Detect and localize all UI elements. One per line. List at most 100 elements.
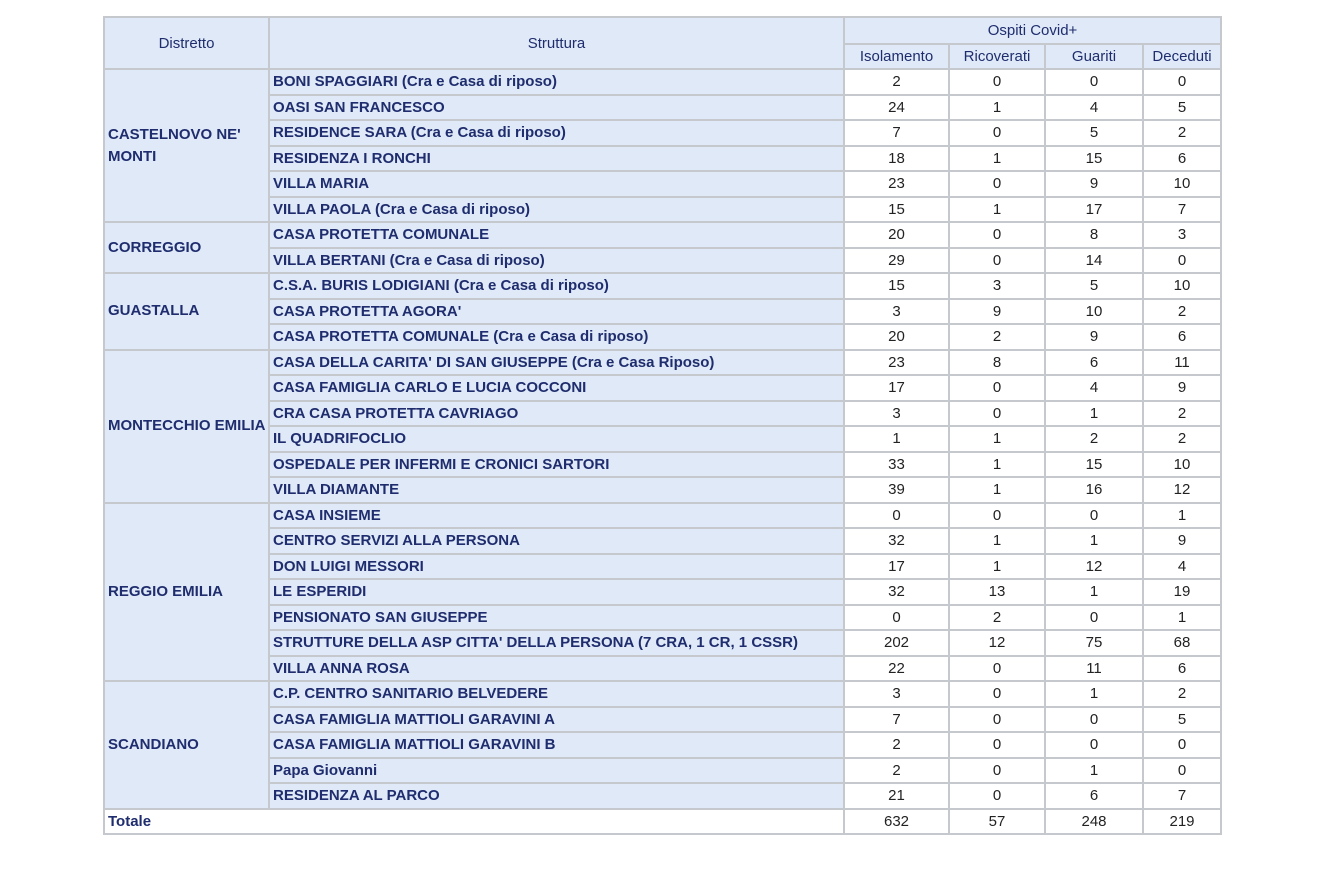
isolamento-cell: 17: [843, 552, 950, 580]
guariti-cell: 10: [1044, 297, 1144, 325]
ricoverati-cell: 0: [948, 170, 1046, 198]
table-row: CORREGGIO CASA PROTETTA COMUNALE 20 0 8 3: [103, 221, 1222, 274]
isolamento-cell: 15: [843, 195, 950, 223]
isolamento-cell: 18: [843, 144, 950, 172]
deceduti-cell: 2: [1142, 680, 1222, 708]
struttura-cell: CASA INSIEME: [268, 501, 845, 529]
struttura-cell: CENTRO SERVIZI ALLA PERSONA: [268, 527, 845, 555]
struttura-cell: VILLA ANNA ROSA: [268, 654, 845, 682]
district-cell: REGGIO EMILIA: [103, 501, 270, 682]
deceduti-cell: 2: [1142, 425, 1222, 453]
deceduti-cell: 3: [1142, 221, 1222, 249]
table-row: LE ESPERIDI 32 13 1 19: [104, 578, 1222, 606]
guariti-cell: 1: [1044, 527, 1144, 555]
guariti-cell: 4: [1044, 374, 1144, 402]
isolamento-cell: 29: [843, 246, 950, 274]
table-row: PENSIONATO SAN GIUSEPPE 0 2 0 1: [104, 603, 1222, 631]
isolamento-cell: 32: [843, 578, 950, 606]
guariti-cell: 0: [1044, 705, 1144, 733]
ricoverati-cell: 0: [948, 756, 1046, 784]
struttura-cell: C.S.A. BURIS LODIGIANI (Cra e Casa di ri…: [268, 272, 845, 300]
total-ricoverati: 57: [948, 807, 1046, 835]
ricoverati-cell: 1: [948, 93, 1046, 121]
guariti-cell: 1: [1044, 578, 1144, 606]
deceduti-cell: 1: [1142, 501, 1222, 529]
deceduti-cell: 9: [1142, 374, 1222, 402]
struttura-cell: PENSIONATO SAN GIUSEPPE: [268, 603, 845, 631]
isolamento-cell: 23: [843, 170, 950, 198]
isolamento-cell: 3: [843, 297, 950, 325]
deceduti-cell: 4: [1142, 552, 1222, 580]
struttura-cell: VILLA DIAMANTE: [268, 476, 845, 504]
header-group-ospiti-covid: Ospiti Covid+: [843, 16, 1222, 45]
ricoverati-cell: 0: [948, 68, 1046, 96]
deceduti-cell: 2: [1142, 119, 1222, 147]
deceduti-cell: 10: [1142, 170, 1222, 198]
deceduti-cell: 10: [1142, 450, 1222, 478]
table-row: MONTECCHIO EMILIA CASA DELLA CARITA' DI S…: [103, 348, 1222, 504]
table-row: VILLA DIAMANTE 39 1 16 12: [104, 476, 1222, 504]
struttura-cell: OASI SAN FRANCESCO: [268, 93, 845, 121]
struttura-cell: LE ESPERIDI: [268, 578, 845, 606]
district-cell: GUASTALLA: [103, 272, 270, 351]
isolamento-cell: 2: [843, 68, 950, 96]
struttura-cell: VILLA BERTANI (Cra e Casa di riposo): [268, 246, 845, 274]
ricoverati-cell: 0: [948, 705, 1046, 733]
header-guariti: Guariti: [1044, 43, 1144, 70]
ricoverati-cell: 3: [948, 272, 1046, 300]
deceduti-cell: 6: [1142, 654, 1222, 682]
guariti-cell: 75: [1044, 629, 1144, 657]
ricoverati-cell: 2: [948, 603, 1046, 631]
total-deceduti: 219: [1142, 807, 1222, 835]
guariti-cell: 4: [1044, 93, 1144, 121]
guariti-cell: 2: [1044, 425, 1144, 453]
struttura-cell: RESIDENZA I RONCHI: [268, 144, 845, 172]
isolamento-cell: 20: [843, 221, 950, 249]
table-row: CRA CASA PROTETTA CAVRIAGO 3 0 1 2: [104, 399, 1222, 427]
table-row: CASA PROTETTA AGORA' 3 9 10 2: [104, 297, 1222, 325]
guariti-cell: 0: [1044, 603, 1144, 631]
ricoverati-cell: 12: [948, 629, 1046, 657]
table-row: RESIDENCE SARA (Cra e Casa di riposo) 7 0 5…: [104, 119, 1222, 147]
struttura-cell: C.P. CENTRO SANITARIO BELVEDERE: [268, 680, 845, 708]
guariti-cell: 6: [1044, 782, 1144, 810]
header-ricoverati: Ricoverati: [948, 43, 1046, 70]
header-distretto: Distretto: [103, 16, 270, 70]
isolamento-cell: 202: [843, 629, 950, 657]
struttura-cell: RESIDENZA AL PARCO: [268, 782, 845, 810]
guariti-cell: 9: [1044, 170, 1144, 198]
deceduti-cell: 2: [1142, 297, 1222, 325]
isolamento-cell: 39: [843, 476, 950, 504]
struttura-cell: VILLA PAOLA (Cra e Casa di riposo): [268, 195, 845, 223]
guariti-cell: 5: [1044, 119, 1144, 147]
isolamento-cell: 7: [843, 119, 950, 147]
guariti-cell: 14: [1044, 246, 1144, 274]
deceduti-cell: 68: [1142, 629, 1222, 657]
table-row: VILLA ANNA ROSA 22 0 11 6: [104, 654, 1222, 682]
ricoverati-cell: 0: [948, 680, 1046, 708]
deceduti-cell: 5: [1142, 93, 1222, 121]
ricoverati-cell: 0: [948, 374, 1046, 402]
isolamento-cell: 3: [843, 680, 950, 708]
deceduti-cell: 12: [1142, 476, 1222, 504]
deceduti-cell: 5: [1142, 705, 1222, 733]
guariti-cell: 8: [1044, 221, 1144, 249]
header-isolamento: Isolamento: [843, 43, 950, 70]
ricoverati-cell: 1: [948, 476, 1046, 504]
struttura-cell: BONI SPAGGIARI (Cra e Casa di riposo): [268, 68, 845, 96]
struttura-cell: OSPEDALE PER INFERMI E CRONICI SARTORI: [268, 450, 845, 478]
ricoverati-cell: 1: [948, 552, 1046, 580]
header-struttura: Struttura: [268, 16, 845, 70]
struttura-cell: CRA CASA PROTETTA CAVRIAGO: [268, 399, 845, 427]
deceduti-cell: 6: [1142, 323, 1222, 351]
deceduti-cell: 7: [1142, 782, 1222, 810]
isolamento-cell: 0: [843, 501, 950, 529]
guariti-cell: 1: [1044, 756, 1144, 784]
guariti-cell: 17: [1044, 195, 1144, 223]
isolamento-cell: 2: [843, 731, 950, 759]
guariti-cell: 15: [1044, 144, 1144, 172]
struttura-cell: DON LUIGI MESSORI: [268, 552, 845, 580]
struttura-cell: VILLA MARIA: [268, 170, 845, 198]
